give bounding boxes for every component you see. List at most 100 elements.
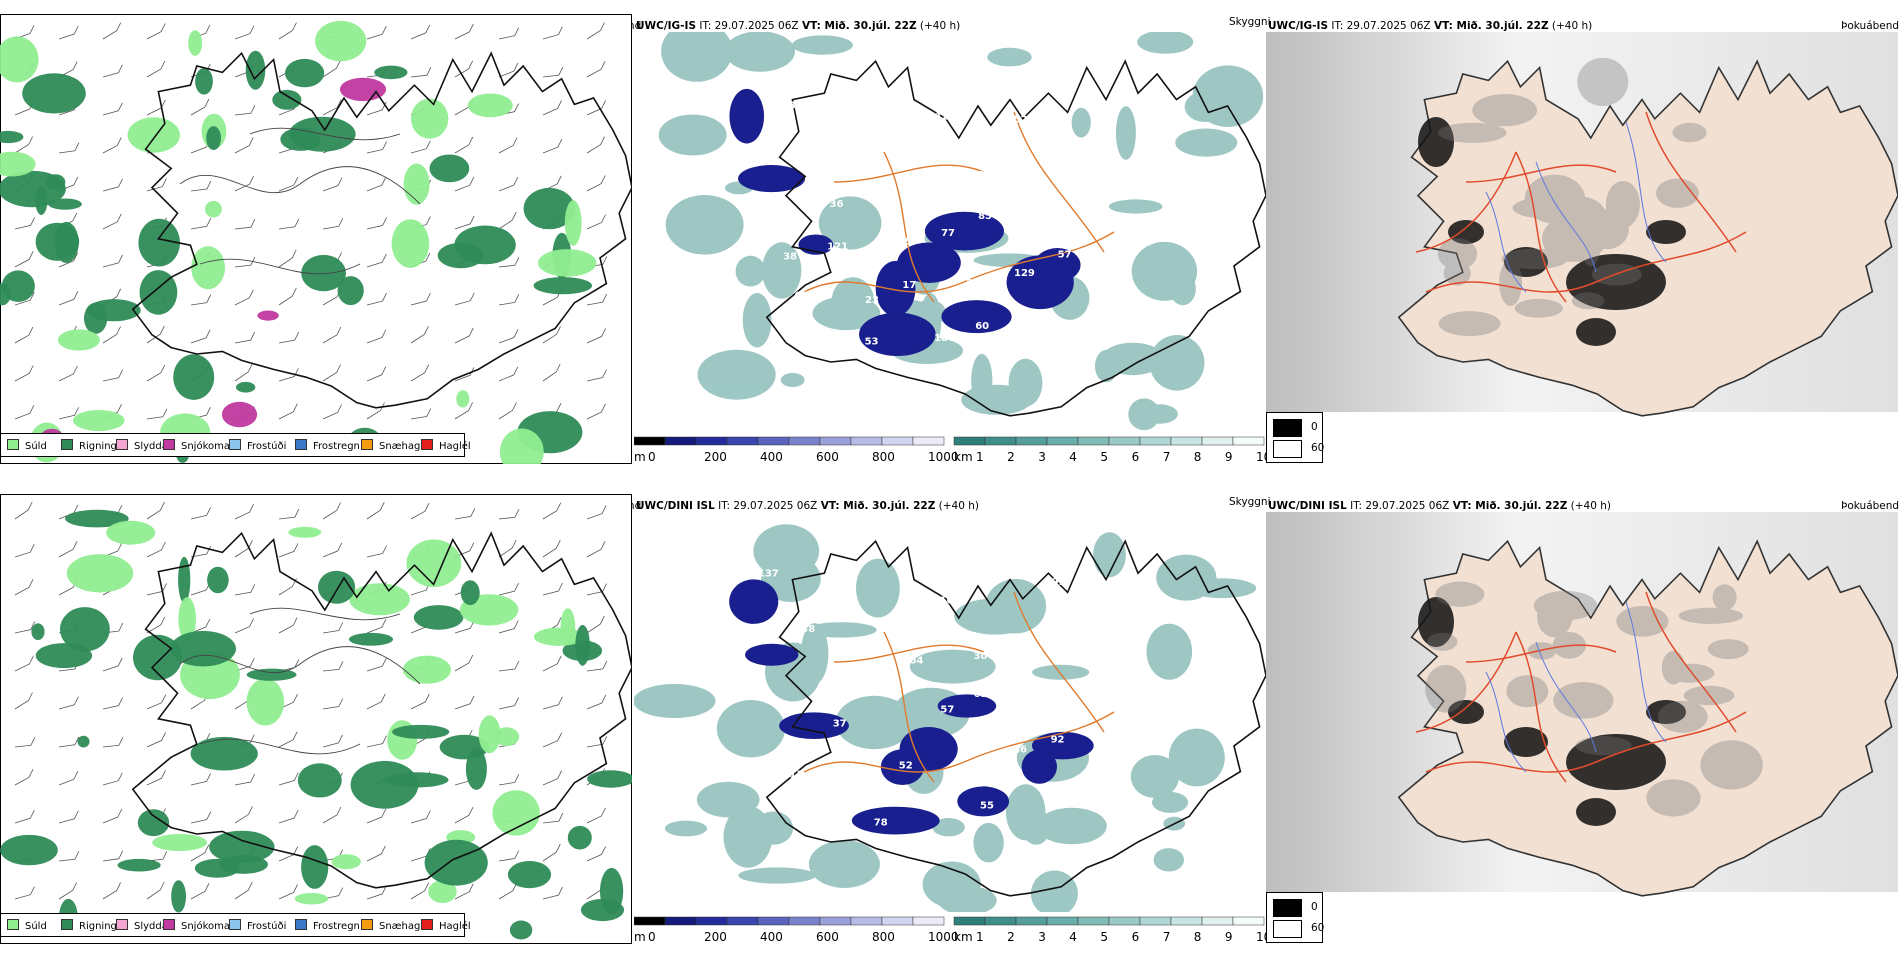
visibility-colorbar-segment xyxy=(1232,436,1265,446)
cloud-base-label: 186 xyxy=(934,333,955,344)
visibility-colorbar-segment xyxy=(1201,436,1234,446)
legend-label: Súld xyxy=(25,921,47,932)
legend-swatch xyxy=(295,439,307,450)
fog-legend-high-label: 60 xyxy=(1311,922,1325,934)
cloudbase-colorbar-segment xyxy=(726,436,759,446)
cloud-visibility-panel: UWC/IG-IS IT: 29.07.2025 06Z VT: Mið. 30… xyxy=(634,0,1271,480)
cloudbase-colorbar-segment xyxy=(634,916,666,926)
cloud-base-label: 91 xyxy=(1052,577,1066,588)
cloud-base-label: 92 xyxy=(1051,735,1065,746)
legend-item: Súld xyxy=(7,439,47,452)
legend-swatch xyxy=(61,919,73,930)
cloud-base-label: 55 xyxy=(980,801,994,812)
legend-swatch xyxy=(229,439,241,450)
cloud-base-label: 23 xyxy=(865,295,879,306)
iceland-outline xyxy=(1397,539,1898,897)
legend-item: Frostregn xyxy=(295,439,360,452)
road-network xyxy=(1415,591,1747,783)
legend-item: Rigning xyxy=(61,439,117,452)
model-name: UWC/IG-IS xyxy=(1268,20,1329,32)
legend-item: Haglél xyxy=(421,439,471,452)
cloud-base-label: 78 xyxy=(874,817,888,828)
cloudbase-tick-label: 800 xyxy=(872,930,895,944)
forecast-row-dini: UWC/DINI ISL IT: 29.07.2025 06Z VT: Mið.… xyxy=(0,480,1900,960)
iceland-outline xyxy=(131,531,632,889)
cloud-base-label: 52 xyxy=(899,761,913,772)
fog-legend: 0 60 xyxy=(1266,412,1324,463)
cloudbase-unit: m xyxy=(634,930,646,944)
cloudbase-tick-label: 1000 xyxy=(928,450,959,464)
precip-type-panel: UWC/DINI ISL IT: 29.07.2025 06Z VT: Mið.… xyxy=(0,480,641,960)
cloud-base-label: 25 xyxy=(966,278,980,289)
cloud-visibility-map: 38 60 79 85 57 64 53 12 66 99 121 17 60 69 32 47 77 129 51… xyxy=(658,32,1266,431)
legend-label: Haglél xyxy=(439,441,471,452)
coastline xyxy=(765,59,1266,417)
legend-label: Slydda xyxy=(134,441,168,452)
cloud-base-label: 47 xyxy=(865,186,879,197)
fog-moderate-areas xyxy=(1425,581,1763,817)
visibility-colorbar-segment xyxy=(1108,436,1141,446)
cloud-base-label: 63 xyxy=(974,689,988,700)
visibility-tick-label: 2 xyxy=(1007,450,1015,464)
precip-type-panel: UWC/IG-IS IT: 29.07.2025 06Z VT: Mið. 30… xyxy=(0,0,641,480)
legend-swatch xyxy=(421,439,433,450)
model-name: UWC/DINI ISL xyxy=(1268,500,1347,512)
cloudbase-colorbar-segment xyxy=(850,436,883,446)
legend-label: Snjókoma xyxy=(181,921,231,932)
cloud-base-label: 38 xyxy=(783,251,797,262)
fog-moderate-areas xyxy=(1437,57,1707,337)
legend-item: Frostúði xyxy=(229,919,286,932)
cloudbase-colorbar-segment xyxy=(881,436,914,446)
visibility-colorbar-segment xyxy=(1170,916,1203,926)
legend-swatch xyxy=(116,919,128,930)
visibility-colorbar-segment xyxy=(984,916,1017,926)
river-network xyxy=(1485,601,1667,773)
cloudbase-colorbar-segment xyxy=(664,916,697,926)
legend-swatch xyxy=(361,919,373,930)
lead-time: (+40 h) xyxy=(935,500,980,512)
cloud-base-label: 48 xyxy=(829,351,843,362)
cloud-base-areas xyxy=(729,579,1094,835)
cloud-base-label: 77 xyxy=(941,228,955,239)
cloud-base-label: 46 xyxy=(1078,153,1092,164)
panel-header: UWC/IG-IS IT: 29.07.2025 06Z VT: Mið. 30… xyxy=(636,20,960,32)
cloud-base-label: 60 xyxy=(975,321,989,332)
panel-title: Þokuábendi xyxy=(1841,20,1900,32)
river-network xyxy=(1485,121,1667,293)
iceland-outline xyxy=(765,539,1266,897)
cloudbase-colorbar-segment xyxy=(881,916,914,926)
cloud-base-label: 85 xyxy=(978,211,992,222)
cloud-base-label: 121 xyxy=(827,242,848,253)
legend-swatch xyxy=(7,439,19,450)
visibility-colorbar-segment xyxy=(1201,916,1234,926)
fog-dense-areas xyxy=(1418,117,1686,346)
legend-label: Frostúði xyxy=(247,441,287,452)
legend-item: Rigning xyxy=(61,919,117,932)
precip-type-legend: Súld Rigning Slydda Snjókoma Frostúði Frostre… xyxy=(0,433,471,457)
cloudbase-colorbar-segment xyxy=(819,916,852,926)
panel-title: Þokuábendi xyxy=(1841,500,1900,512)
precip-areas xyxy=(0,509,632,940)
legend-label: Haglél xyxy=(439,921,471,932)
visibility-tick-label: 3 xyxy=(1038,930,1046,944)
cloud-base-label: 43 xyxy=(903,134,917,145)
cloud-base-label: 64 xyxy=(794,291,808,302)
fog-legend-high-swatch xyxy=(1273,440,1302,458)
visibility-colorbar-segment xyxy=(1232,916,1265,926)
visibility-tick-label: 7 xyxy=(1163,930,1171,944)
visibility-colorbar-segment xyxy=(1139,916,1172,926)
fog-map xyxy=(1266,32,1898,417)
cloudbase-tick-label: 0 xyxy=(648,450,656,464)
legend-swatch xyxy=(163,439,175,450)
visibility-tick-label: 1 xyxy=(976,930,984,944)
cloud-base-label: 69 xyxy=(1044,103,1058,114)
fog-legend-low-swatch xyxy=(1273,899,1302,917)
cloud-base-label: 93 xyxy=(782,101,796,112)
init-time: IT: 29.07.2025 06Z xyxy=(714,500,821,512)
cloudbase-tick-label: 600 xyxy=(816,930,839,944)
cloudbase-colorbar-segment xyxy=(664,436,697,446)
cloud-base-label: 52 xyxy=(1014,115,1028,126)
legend-label: Frostregn xyxy=(313,921,360,932)
road-network xyxy=(1415,111,1747,303)
